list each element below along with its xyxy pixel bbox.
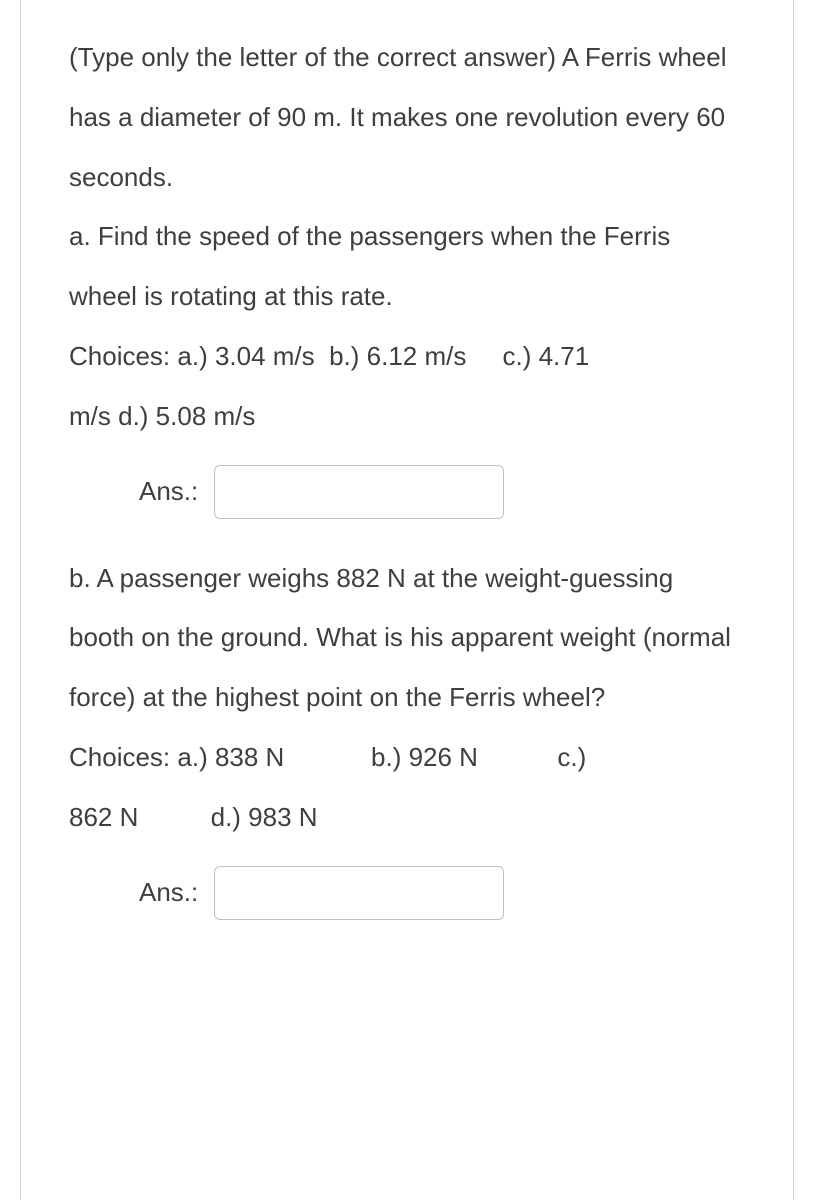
part-a-prompt: a. Find the speed of the passengers when…: [69, 207, 745, 327]
part-b-prompt: b. A passenger weighs 882 N at the weigh…: [69, 549, 745, 728]
question-container: (Type only the letter of the correct ans…: [20, 0, 794, 1200]
part-a-choices-line1: Choices: a.) 3.04 m/s b.) 6.12 m/s c.) 4…: [69, 327, 745, 387]
part-b-answer-input[interactable]: [214, 866, 504, 920]
part-b-answer-row: Ans.:: [139, 866, 745, 920]
part-a-answer-row: Ans.:: [139, 465, 745, 519]
part-b-choices-line1: Choices: a.) 838 N b.) 926 N c.): [69, 728, 745, 788]
part-a-answer-label: Ans.:: [139, 476, 198, 507]
part-a-answer-input[interactable]: [214, 465, 504, 519]
part-a-choices-line2: m/s d.) 5.08 m/s: [69, 387, 745, 447]
part-b-answer-label: Ans.:: [139, 877, 198, 908]
question-intro-text: (Type only the letter of the correct ans…: [69, 28, 745, 207]
part-b-choices-line2: 862 N d.) 983 N: [69, 788, 745, 848]
